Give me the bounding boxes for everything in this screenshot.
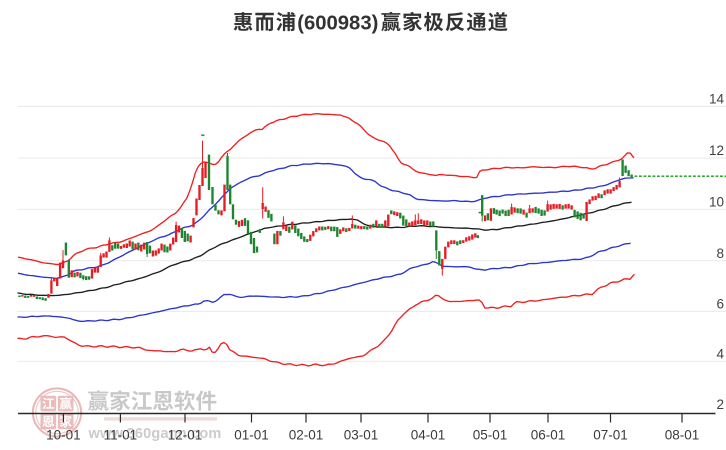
svg-text:14: 14 — [709, 92, 725, 107]
svg-text:06-01: 06-01 — [531, 428, 566, 443]
svg-text:03-01: 03-01 — [344, 428, 379, 443]
svg-text:(600983): (600983) — [297, 12, 378, 34]
svg-text:05-01: 05-01 — [473, 428, 508, 443]
svg-text:02-01: 02-01 — [289, 428, 324, 443]
svg-text:2: 2 — [716, 397, 724, 412]
svg-text:10-01: 10-01 — [46, 428, 81, 443]
svg-text:8: 8 — [716, 246, 724, 261]
svg-text:6: 6 — [716, 297, 724, 312]
svg-text:08-01: 08-01 — [665, 428, 700, 443]
svg-text:4: 4 — [716, 347, 724, 362]
svg-text:12-01: 12-01 — [168, 428, 203, 443]
svg-text:01-01: 01-01 — [234, 428, 269, 443]
svg-text:04-01: 04-01 — [411, 428, 446, 443]
svg-text:10: 10 — [709, 195, 724, 210]
svg-text:11-01: 11-01 — [104, 428, 138, 443]
svg-text:07-01: 07-01 — [593, 428, 628, 443]
svg-text:12: 12 — [709, 143, 724, 158]
svg-text:www.360gann.com: www.360gann.com — [88, 426, 222, 442]
